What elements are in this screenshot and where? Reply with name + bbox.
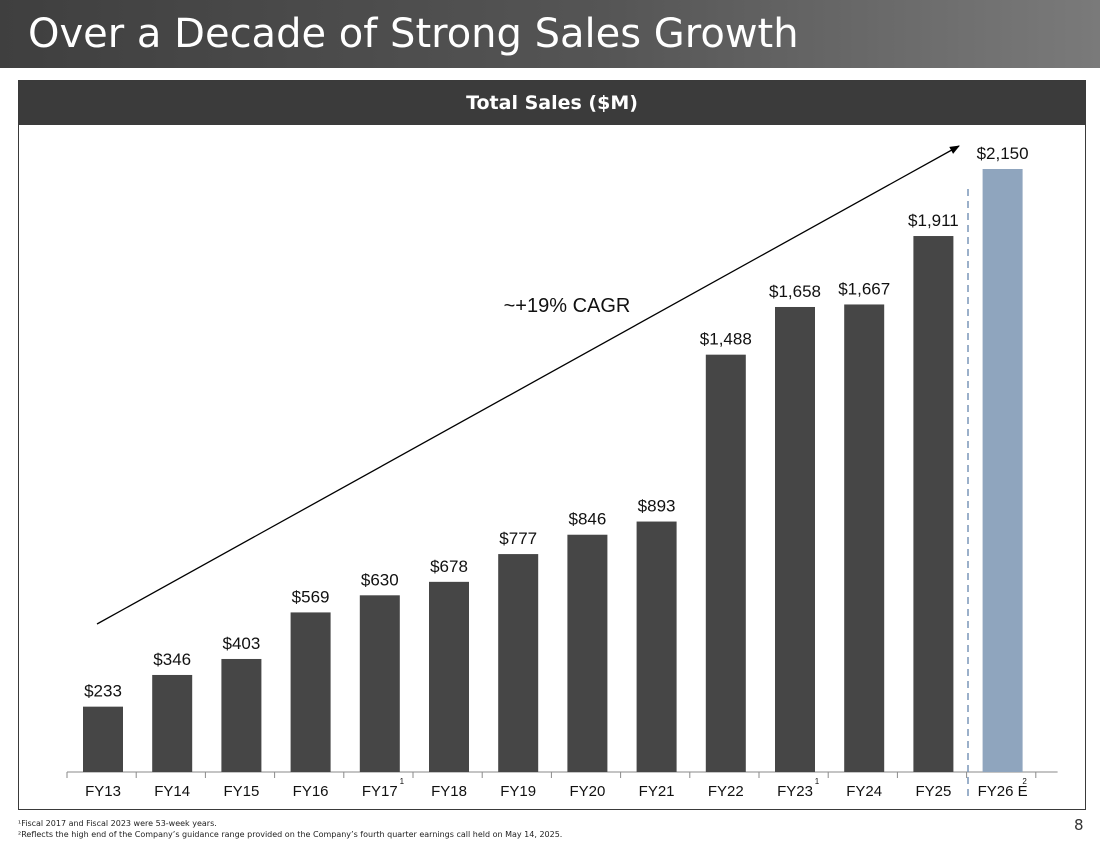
sales-bar-chart: $233 FY13 $346 FY14 $403 FY15 $569 FY16 $630 FY17… (66, 144, 1058, 800)
data-label: $346 (153, 650, 191, 669)
chart-panel: Total Sales ($M) $233 FY13 $346 FY14 $403 FY1… (18, 80, 1086, 810)
x-tick-label: FY21 (639, 783, 675, 800)
bar-fy23 (775, 306, 815, 772)
bar-fy24 (844, 304, 885, 772)
x-tick-label: FY25 (915, 783, 951, 800)
title-bar: Over a Decade of Strong Sales Growth (0, 0, 1100, 68)
cagr-arrow (96, 145, 960, 625)
bar-fy16 (290, 612, 331, 772)
x-tick-label: FY17 (362, 783, 398, 800)
bar-fy17 (359, 595, 400, 772)
x-tick-label: FY23 (777, 783, 813, 800)
bar-fy14 (152, 674, 193, 772)
x-tick-label: FY16 (293, 783, 329, 800)
cagr-annotation: ~+19% CAGR (504, 295, 631, 317)
page-number: 8 (1074, 816, 1084, 834)
x-tick-label: FY14 (154, 783, 190, 800)
bar-fy25 (913, 236, 954, 773)
data-label: $777 (499, 529, 537, 548)
footnotes: ¹Fiscal 2017 and Fiscal 2023 were 53-wee… (18, 818, 562, 840)
x-tick-label: FY26 E (978, 783, 1028, 800)
bar-fy18 (429, 581, 469, 772)
bar-fy15 (221, 658, 262, 772)
bar-fy20 (567, 534, 608, 772)
data-label: $1,667 (838, 279, 890, 298)
data-label: $630 (361, 570, 399, 589)
data-label: $1,911 (908, 211, 959, 230)
tick-superscript: 1 (815, 777, 820, 786)
x-tick-label: FY20 (569, 783, 605, 800)
x-tick-label: FY19 (500, 783, 536, 800)
footnote-1: ¹Fiscal 2017 and Fiscal 2023 were 53-wee… (18, 819, 217, 828)
bar-fy13 (83, 706, 123, 772)
bar-fy21 (636, 521, 677, 772)
tick-superscript: 1 (400, 777, 405, 786)
bar-fy19 (498, 554, 539, 772)
footnote-2: ²Reflects the high end of the Company’s … (18, 830, 563, 839)
data-label: $893 (638, 497, 676, 516)
x-tick-label: FY18 (431, 783, 467, 800)
chart-title: Total Sales ($M) (19, 81, 1085, 125)
data-label: $846 (568, 510, 606, 529)
page-title: Over a Decade of Strong Sales Growth (28, 11, 799, 57)
bar-fy26-e (982, 169, 1023, 772)
tick-superscript: 2 (1022, 777, 1027, 786)
bar-fy22 (705, 354, 746, 772)
data-label: $2,150 (977, 144, 1029, 163)
data-label: $1,658 (769, 282, 821, 301)
x-tick-label: FY22 (708, 783, 744, 800)
data-label: $569 (292, 587, 330, 606)
data-label: $1,488 (700, 330, 752, 349)
x-tick-label: FY24 (846, 783, 882, 800)
x-tick-label: FY15 (223, 783, 259, 800)
data-label: $678 (430, 557, 468, 576)
x-tick-label: FY13 (85, 783, 121, 800)
data-label: $403 (222, 634, 260, 653)
data-label: $233 (84, 682, 122, 701)
